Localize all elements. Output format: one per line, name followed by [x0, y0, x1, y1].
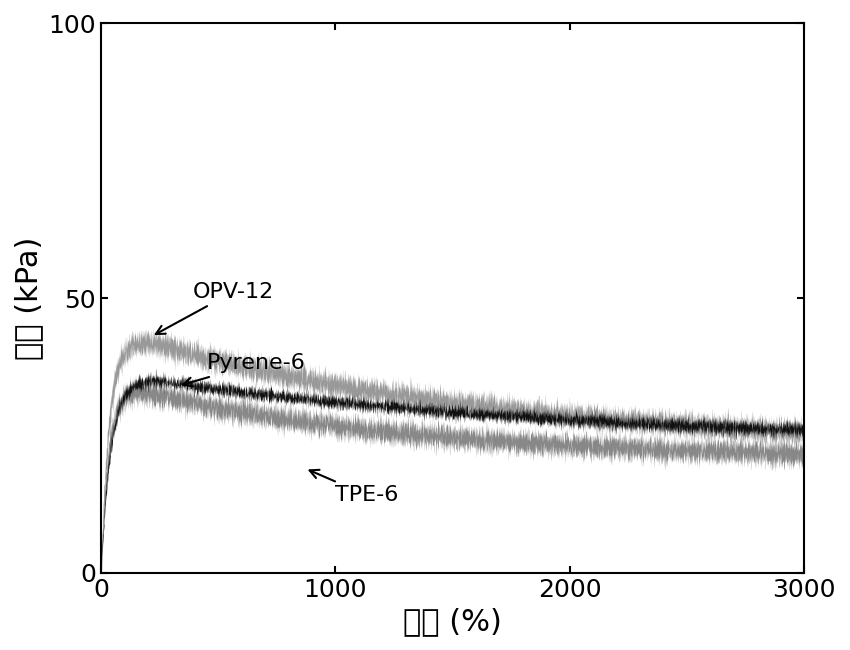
Text: Pyrene-6: Pyrene-6: [184, 354, 305, 386]
Text: OPV-12: OPV-12: [156, 282, 274, 334]
X-axis label: 应变 (%): 应变 (%): [403, 607, 502, 636]
Text: TPE-6: TPE-6: [309, 470, 399, 505]
Y-axis label: 应力 (kPa): 应力 (kPa): [14, 237, 42, 359]
